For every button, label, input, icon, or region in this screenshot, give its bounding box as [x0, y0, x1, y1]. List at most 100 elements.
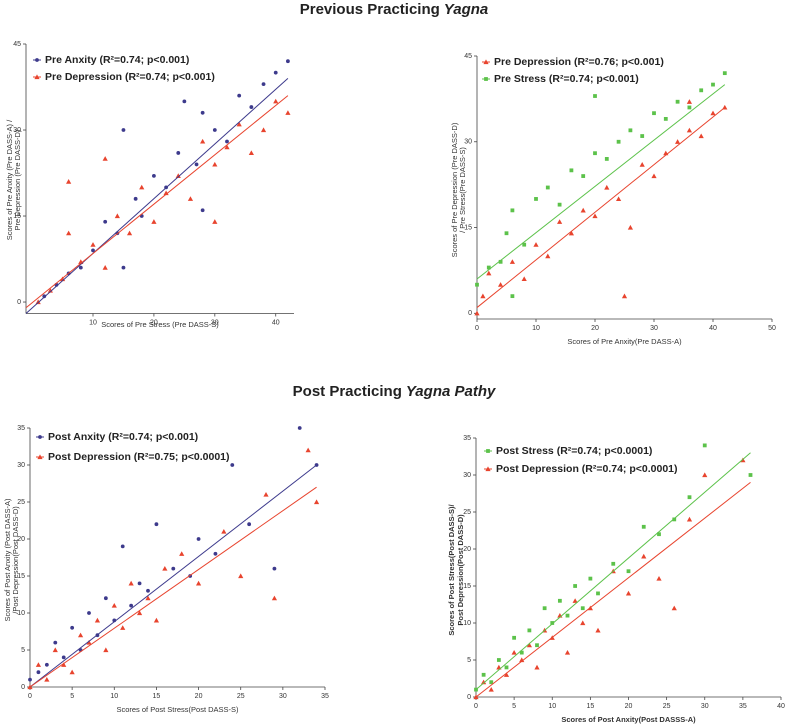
point: [496, 658, 501, 662]
point: [128, 580, 134, 586]
point: [305, 447, 311, 453]
point: [69, 669, 75, 675]
point: [52, 647, 58, 653]
point: [641, 553, 647, 559]
y-axis-label: / Pre Stress(Pre DASS-S): [458, 147, 467, 233]
y-tick-label: 20: [17, 536, 25, 543]
point: [260, 127, 267, 133]
point: [510, 294, 515, 299]
y-tick-label: 0: [467, 694, 471, 701]
point: [194, 162, 199, 167]
point: [103, 647, 109, 653]
point: [509, 259, 515, 264]
trend-line: [29, 486, 317, 688]
x-axis-label: Scores of Pre Stress (Pre DASS-S): [101, 320, 219, 329]
point: [237, 93, 242, 98]
point: [297, 426, 302, 430]
y-axis-label: /Post Depression(Post DASS-D): [11, 506, 20, 614]
point: [639, 162, 645, 167]
legend-marker: [483, 59, 489, 65]
point: [61, 662, 67, 667]
point: [36, 670, 41, 675]
point: [273, 70, 278, 75]
point: [671, 605, 677, 611]
x-tick-label: 10: [532, 325, 540, 332]
point: [261, 82, 266, 87]
point: [545, 253, 551, 259]
point: [604, 184, 610, 190]
point: [686, 516, 693, 522]
point: [588, 576, 593, 581]
y-axis-label: Post Depression(Post DASS-D): [456, 514, 465, 626]
x-tick-label: 20: [625, 703, 633, 710]
y-tick-label: 0: [17, 299, 21, 306]
point: [572, 598, 578, 603]
point: [522, 242, 527, 247]
point: [527, 628, 532, 633]
y-axis-label: Pre Depression (Pre DASS-D): [13, 129, 22, 230]
point: [699, 88, 704, 93]
point: [200, 110, 205, 115]
point: [510, 208, 515, 213]
x-axis-label: Scores of Post Anxity(Post DASSS-A): [561, 715, 696, 724]
point: [66, 230, 72, 236]
point: [94, 617, 101, 623]
point: [47, 287, 53, 293]
y-axis-label: Scores of Post Stress(Post DASS-S)/: [447, 503, 456, 635]
y-tick-label: 35: [17, 425, 25, 432]
point: [145, 595, 151, 601]
x-tick-label: 0: [474, 703, 478, 710]
point: [212, 128, 217, 132]
point: [687, 105, 692, 110]
point: [200, 208, 205, 213]
point: [87, 611, 91, 615]
x-tick-label: 25: [237, 693, 245, 700]
y-tick-label: 5: [467, 657, 471, 664]
y-axis-label: Scores of Pre Anxity (Pre DASS-A) /: [5, 119, 14, 240]
point: [702, 443, 707, 448]
point: [512, 635, 517, 640]
point: [44, 662, 49, 667]
legend-label: Pre Anxity (R²=0.74; p<0.001): [45, 54, 189, 66]
point: [120, 544, 125, 549]
point: [175, 173, 181, 178]
point: [196, 537, 201, 541]
point: [236, 121, 242, 127]
point: [182, 99, 187, 104]
trend-line: [29, 464, 317, 688]
point: [534, 664, 540, 670]
x-tick-label: 5: [512, 703, 516, 710]
x-tick-label: 30: [279, 693, 287, 700]
x-tick-label: 10: [89, 319, 97, 326]
x-tick-label: 20: [591, 325, 599, 332]
point: [247, 522, 252, 527]
point: [686, 99, 692, 104]
legend-marker: [35, 58, 39, 62]
x-tick-label: 40: [709, 325, 717, 332]
legend-marker: [485, 466, 491, 472]
point: [146, 588, 150, 593]
legend-label: Pre Depression (R²=0.76; p<0.001): [494, 56, 664, 68]
point: [103, 596, 108, 601]
y-tick-label: 15: [464, 224, 472, 231]
point: [503, 672, 510, 677]
point: [519, 657, 525, 663]
point: [163, 190, 169, 196]
point: [542, 606, 547, 611]
point: [475, 282, 479, 287]
trend-line: [476, 107, 726, 308]
point: [488, 687, 494, 692]
point: [595, 627, 601, 633]
point: [710, 110, 716, 116]
point: [102, 156, 108, 161]
point: [103, 219, 108, 224]
point: [187, 196, 194, 201]
point: [102, 265, 108, 270]
legend-label: Post Anxity (R²=0.74; p<0.001): [48, 431, 198, 443]
point: [152, 173, 156, 178]
x-tick-label: 50: [768, 325, 776, 332]
point: [154, 522, 159, 527]
point: [224, 144, 230, 150]
point: [657, 532, 661, 537]
